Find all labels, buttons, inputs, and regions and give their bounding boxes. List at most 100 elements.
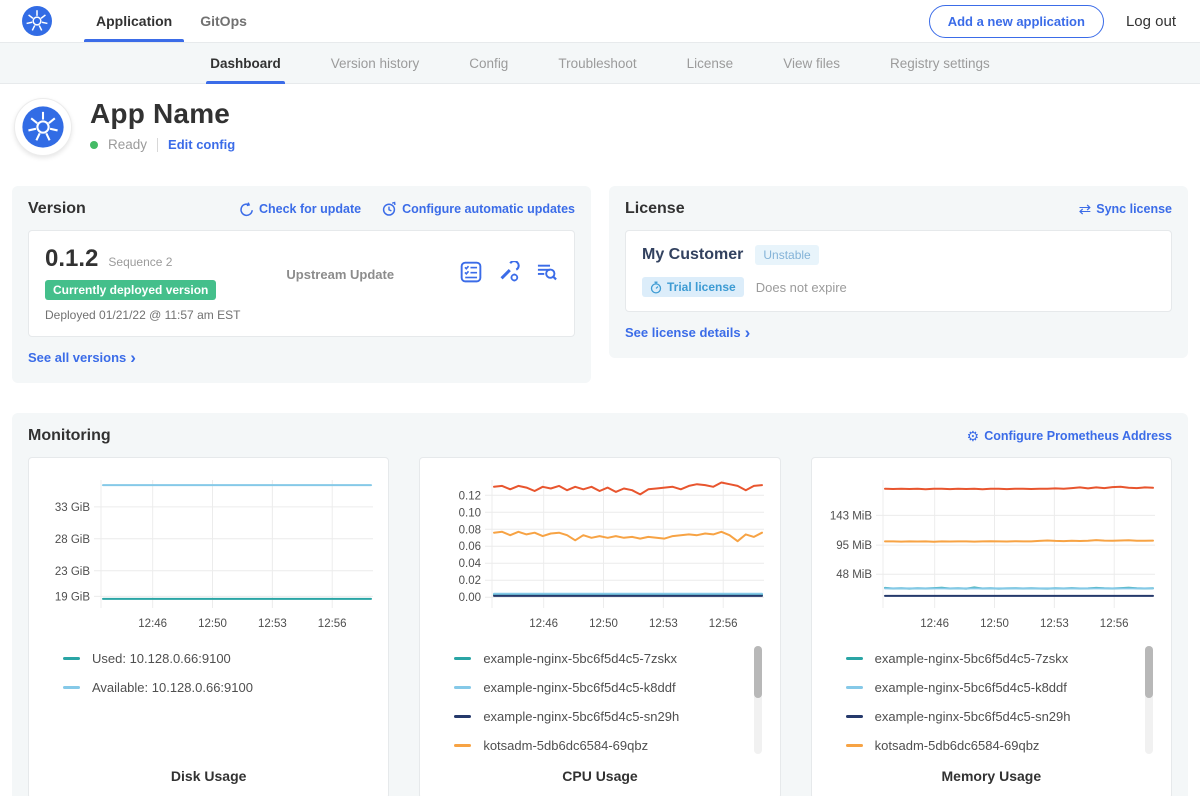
- legend-item: example-nginx-5bc6f5d4c5-sn29h: [845, 702, 1163, 731]
- svg-text:0.00: 0.00: [459, 592, 481, 604]
- svg-text:143 MiB: 143 MiB: [830, 510, 873, 522]
- svg-text:48 MiB: 48 MiB: [837, 569, 873, 581]
- divider: [157, 137, 159, 152]
- edit-config-link[interactable]: Edit config: [168, 137, 236, 152]
- svg-text:12:53: 12:53: [258, 618, 287, 630]
- svg-text:12:46: 12:46: [921, 618, 950, 630]
- svg-text:12:56: 12:56: [1100, 618, 1129, 630]
- see-license-details-link[interactable]: See license details ›: [625, 322, 751, 342]
- svg-text:23 GiB: 23 GiB: [54, 566, 89, 578]
- topnav-tabs: Application GitOps: [82, 0, 261, 42]
- legend-label: example-nginx-5bc6f5d4c5-sn29h: [483, 709, 680, 724]
- legend-swatch-icon: [63, 686, 80, 689]
- license-type-badge: Trial license: [642, 277, 744, 297]
- legend-label: kotsadm-5db6dc6584-69qbz: [483, 738, 649, 753]
- status-dot-icon: [90, 140, 98, 149]
- disk-usage-plot: 12:46 12:50 12:53 12:56 33 GiB 28 GiB 23 GiB 19…: [54, 480, 373, 630]
- legend-label: example-nginx-5bc6f5d4c5-sn29h: [874, 709, 1071, 724]
- tab-view-files[interactable]: View files: [783, 55, 840, 71]
- configure-automatic-updates-link[interactable]: Configure automatic updates: [381, 201, 575, 217]
- tab-version-history[interactable]: Version history: [330, 55, 420, 71]
- current-version-row: 0.1.2 Sequence 2 Currently deployed vers…: [28, 230, 575, 337]
- channel-badge: Unstable: [755, 245, 819, 265]
- svg-text:19 GiB: 19 GiB: [54, 591, 89, 603]
- chevron-right-icon: ›: [130, 347, 136, 367]
- tab-license[interactable]: License: [686, 55, 734, 71]
- brand-logo[interactable]: [22, 0, 52, 42]
- version-sequence: Sequence 2: [108, 255, 173, 269]
- legend-label: Used: 10.128.0.66:9100: [92, 651, 231, 666]
- topnav-tab-gitops[interactable]: GitOps: [200, 13, 247, 29]
- config-wrench-icon[interactable]: [498, 261, 520, 283]
- license-expiry: Does not expire: [755, 279, 847, 295]
- legend-scrollbar-thumb[interactable]: [1144, 646, 1153, 698]
- top-navbar: Application GitOps Add a new application…: [0, 0, 1200, 42]
- legend-item: Available: 10.128.0.66:9100: [63, 673, 380, 702]
- legend-item: example-nginx-5bc6f5d4c5-7zskx: [454, 644, 771, 673]
- cpu-usage-plot: 12:46 12:50 12:53 12:56 0.12 0.10 0.08 0.06 0.04…: [459, 480, 764, 630]
- kubernetes-app-icon: [22, 106, 64, 148]
- legend-label: example-nginx-5bc6f5d4c5-7zskx: [874, 651, 1069, 666]
- svg-text:28 GiB: 28 GiB: [54, 534, 89, 546]
- preflight-checks-icon[interactable]: [460, 261, 482, 283]
- tab-config[interactable]: Config: [469, 55, 509, 71]
- check-for-update-link[interactable]: Check for update: [239, 201, 361, 217]
- legend-swatch-icon: [845, 744, 863, 747]
- app-header: App Name Ready Edit config: [0, 84, 1200, 174]
- chart-title: CPU Usage: [562, 768, 638, 784]
- tab-dashboard[interactable]: Dashboard: [206, 43, 285, 84]
- monitoring-title: Monitoring: [28, 427, 111, 444]
- legend-swatch-icon: [454, 686, 472, 689]
- disk-usage-chart-card: 12:46 12:50 12:53 12:56 33 GiB 28 GiB 23 GiB 19…: [28, 457, 390, 796]
- legend-label: Available: 10.128.0.66:9100: [92, 680, 253, 695]
- svg-text:0.12: 0.12: [459, 490, 481, 502]
- license-info-row: My Customer Unstable Trial license Does …: [625, 230, 1172, 312]
- svg-text:95 MiB: 95 MiB: [837, 540, 873, 552]
- legend-item: example-nginx-5bc6f5d4c5-k8ddf: [845, 673, 1163, 702]
- svg-text:12:50: 12:50: [980, 618, 1009, 630]
- sync-license-link[interactable]: ⇄ Sync license: [1078, 201, 1172, 218]
- disk-usage-legend: Used: 10.128.0.66:9100 Available: 10.128.…: [63, 644, 380, 762]
- memory-usage-plot: 12:46 12:50 12:53 12:56 143 MiB 95 MiB 48 MiB: [830, 480, 1156, 630]
- page-title: App Name: [90, 98, 231, 129]
- svg-text:12:50: 12:50: [589, 618, 618, 630]
- app-tabs-navbar: Dashboard Version history Config Trouble…: [0, 42, 1200, 84]
- svg-text:12:56: 12:56: [317, 618, 346, 630]
- topnav-tab-application[interactable]: Application: [82, 0, 186, 42]
- legend-swatch-icon: [845, 686, 863, 689]
- svg-text:0.10: 0.10: [459, 507, 481, 519]
- chevron-right-icon: ›: [744, 322, 751, 342]
- legend-item: example-nginx-5bc6f5d4c5-7zskx: [845, 644, 1163, 673]
- deploy-logs-icon[interactable]: [536, 261, 558, 283]
- logout-button[interactable]: Log out: [1125, 12, 1176, 30]
- svg-text:12:46: 12:46: [138, 618, 167, 630]
- tab-troubleshoot[interactable]: Troubleshoot: [558, 55, 637, 71]
- see-all-versions-link[interactable]: See all versions ›: [28, 347, 136, 367]
- configure-prometheus-link[interactable]: ⚙ Configure Prometheus Address: [966, 427, 1172, 444]
- sync-arrows-icon: ⇄: [1078, 201, 1092, 218]
- legend-item: example-nginx-5bc6f5d4c5-sn29h: [454, 702, 771, 731]
- app-status: Ready: [108, 137, 148, 152]
- legend-scrollbar-track[interactable]: [753, 646, 762, 754]
- svg-text:0.06: 0.06: [459, 541, 481, 553]
- legend-scrollbar-track[interactable]: [1144, 646, 1153, 754]
- svg-text:12:46: 12:46: [529, 618, 558, 630]
- svg-text:12:53: 12:53: [1040, 618, 1069, 630]
- memory-usage-chart-card: 12:46 12:50 12:53 12:56 143 MiB 95 MiB 48 MiB …: [810, 457, 1172, 796]
- tab-registry-settings[interactable]: Registry settings: [889, 55, 990, 71]
- legend-item: example-nginx-5bc6f5d4c5-k8ddf: [454, 673, 771, 702]
- legend-label: example-nginx-5bc6f5d4c5-k8ddf: [483, 680, 676, 695]
- license-card-title: License: [625, 200, 685, 217]
- svg-text:0.08: 0.08: [459, 524, 481, 536]
- license-card: License ⇄ Sync license My Customer Unsta…: [609, 186, 1188, 358]
- chart-title: Memory Usage: [941, 768, 1042, 784]
- legend-item: kotsadm-5db6dc6584-69qbz: [845, 731, 1163, 760]
- legend-item: Used: 10.128.0.66:9100: [63, 644, 380, 673]
- kubernetes-logo-icon: [22, 6, 52, 36]
- add-application-button[interactable]: Add a new application: [928, 4, 1104, 38]
- legend-swatch-icon: [845, 715, 863, 718]
- svg-text:12:56: 12:56: [709, 618, 738, 630]
- deployed-timestamp: Deployed 01/21/22 @ 11:57 am EST: [45, 308, 241, 322]
- legend-scrollbar-thumb[interactable]: [753, 646, 762, 698]
- legend-swatch-icon: [454, 657, 472, 660]
